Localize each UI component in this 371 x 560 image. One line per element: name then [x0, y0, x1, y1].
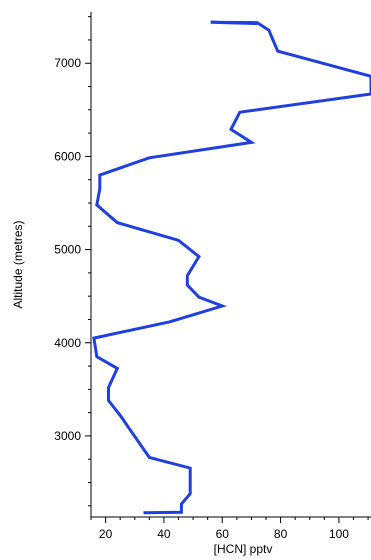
x-tick-label: 40	[157, 527, 171, 541]
y-tick-label: 7000	[54, 56, 81, 70]
x-axis: 20 40 60 80 100	[90, 516, 371, 541]
hcn-profile-line	[92, 20, 371, 515]
x-axis-title: [HCN] pptv	[214, 542, 273, 556]
y-axis: 3000 4000 5000 6000 7000	[54, 12, 92, 517]
y-axis-title: Altitude (metres)	[11, 220, 25, 308]
series-layer	[92, 20, 371, 515]
x-tick-label: 80	[274, 527, 288, 541]
y-tick-label: 3000	[54, 429, 81, 443]
y-tick-label: 4000	[54, 336, 81, 350]
x-tick-label: 100	[329, 527, 349, 541]
x-tick-label: 60	[216, 527, 230, 541]
y-tick-label: 6000	[54, 149, 81, 163]
x-tick-label: 20	[99, 527, 113, 541]
y-tick-label: 5000	[54, 243, 81, 257]
